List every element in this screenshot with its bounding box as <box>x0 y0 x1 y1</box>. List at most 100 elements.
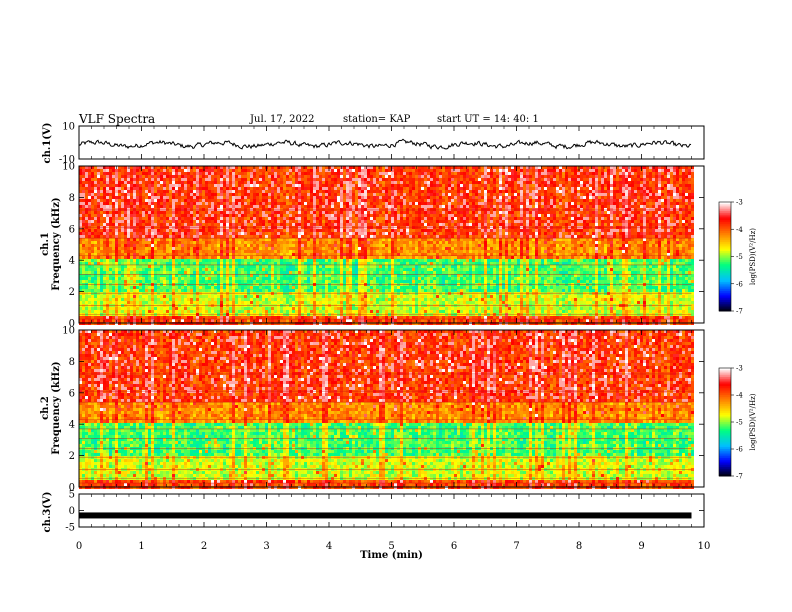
spectrogram-cell <box>328 280 331 283</box>
spectrogram-cell <box>259 205 262 208</box>
spectrogram-cell <box>130 202 133 205</box>
spectrogram-cell <box>247 175 250 178</box>
spectrogram-cell <box>322 169 325 172</box>
spectrogram-cell <box>193 238 196 241</box>
spectrogram-cell <box>328 256 331 259</box>
spectrogram-cell <box>334 271 337 274</box>
spectrogram-cell <box>148 271 151 274</box>
spectrogram-cell <box>190 292 193 295</box>
spectrogram-cell <box>316 298 319 301</box>
spectrogram-cell <box>106 202 109 205</box>
spectrogram-cell <box>175 166 178 169</box>
spectrogram-cell <box>292 298 295 301</box>
spectrogram-cell <box>259 220 262 223</box>
spectrogram-cell <box>97 217 100 220</box>
spectrogram-cell <box>145 232 148 235</box>
spectrogram-cell <box>106 175 109 178</box>
spectrogram-cell <box>346 181 349 184</box>
spectrogram-cell <box>196 202 199 205</box>
spectrogram-cell <box>295 196 298 199</box>
spectrogram-cell <box>358 208 361 211</box>
spectrogram-cell <box>343 199 346 202</box>
spectrogram-cell <box>157 205 160 208</box>
spectrogram-cell <box>124 229 127 232</box>
spectrogram-cell <box>85 211 88 214</box>
spectrogram-cell <box>301 217 304 220</box>
spectrogram-cell <box>325 238 328 241</box>
spectrogram-cell <box>175 217 178 220</box>
spectrogram-cell <box>181 295 184 298</box>
spectrogram-cell <box>310 298 313 301</box>
spectrogram-cell <box>199 220 202 223</box>
spectrogram-cell <box>199 271 202 274</box>
spectrogram-cell <box>154 175 157 178</box>
spectrogram-cell <box>316 196 319 199</box>
spectrogram-cell <box>139 232 142 235</box>
spectrogram-cell <box>160 244 163 247</box>
spectrogram-cell <box>214 271 217 274</box>
spectrogram-cell <box>142 268 145 271</box>
spectrogram-cell <box>247 169 250 172</box>
spectrogram-cell <box>115 241 118 244</box>
spectrogram-cell <box>202 310 205 313</box>
spectrogram-cell <box>277 286 280 289</box>
spectrogram-cell <box>169 205 172 208</box>
spectrogram-cell <box>352 307 355 310</box>
spectrogram-cell <box>343 262 346 265</box>
spectrogram-cell <box>109 292 112 295</box>
spectrogram-cell <box>244 295 247 298</box>
spectrogram-cell <box>217 205 220 208</box>
spectrogram-cell <box>247 262 250 265</box>
spectrogram-cell <box>304 187 307 190</box>
spectrogram-cell <box>343 238 346 241</box>
spectrogram-cell <box>184 301 187 304</box>
spectrogram-cell <box>340 217 343 220</box>
spectrogram-cell <box>304 181 307 184</box>
spectrogram-cell <box>163 214 166 217</box>
spectrogram-cell <box>106 292 109 295</box>
spectrogram-cell <box>133 316 136 319</box>
spectrogram-cell <box>217 229 220 232</box>
spectrogram-cell <box>292 223 295 226</box>
spectrogram-cell <box>250 265 253 268</box>
spectrogram-cell <box>331 166 334 169</box>
spectrogram-cell <box>175 184 178 187</box>
spectrogram-cell <box>319 175 322 178</box>
spectrogram-cell <box>133 202 136 205</box>
spectrogram-cell <box>121 268 124 271</box>
spectrogram-cell <box>211 247 214 250</box>
spectrogram-cell <box>340 238 343 241</box>
spectrogram-cell <box>235 295 238 298</box>
spectrogram-cell <box>286 301 289 304</box>
spectrogram-cell <box>286 217 289 220</box>
spectrogram-cell <box>118 268 121 271</box>
spectrogram-cell <box>340 208 343 211</box>
spectrogram-cell <box>100 175 103 178</box>
spectrogram-cell <box>118 295 121 298</box>
spectrogram-cell <box>178 199 181 202</box>
spectrogram-cell <box>328 244 331 247</box>
spectrogram-cell <box>151 172 154 175</box>
spectrogram-cell <box>154 223 157 226</box>
spectrogram-cell <box>349 184 352 187</box>
spectrogram-cell <box>340 184 343 187</box>
spectrogram-cell <box>142 247 145 250</box>
spectrogram-cell <box>199 247 202 250</box>
spectrogram-cell <box>124 175 127 178</box>
spectrogram-cell <box>331 310 334 313</box>
spectrogram-cell <box>175 289 178 292</box>
spectrogram-cell <box>325 184 328 187</box>
spectrogram-cell <box>211 166 214 169</box>
spectrogram-cell <box>325 301 328 304</box>
spectrogram-cell <box>307 196 310 199</box>
spectrogram-cell <box>358 307 361 310</box>
spectrogram-cell <box>115 181 118 184</box>
spectrogram-cell <box>205 292 208 295</box>
spectrogram-cell <box>355 205 358 208</box>
spectrogram-cell <box>121 298 124 301</box>
spectrogram-cell <box>82 289 85 292</box>
spectrogram-cell <box>361 169 364 172</box>
spectrogram-cell <box>280 262 283 265</box>
spectrogram-cell <box>112 280 115 283</box>
spectrogram-cell <box>121 247 124 250</box>
